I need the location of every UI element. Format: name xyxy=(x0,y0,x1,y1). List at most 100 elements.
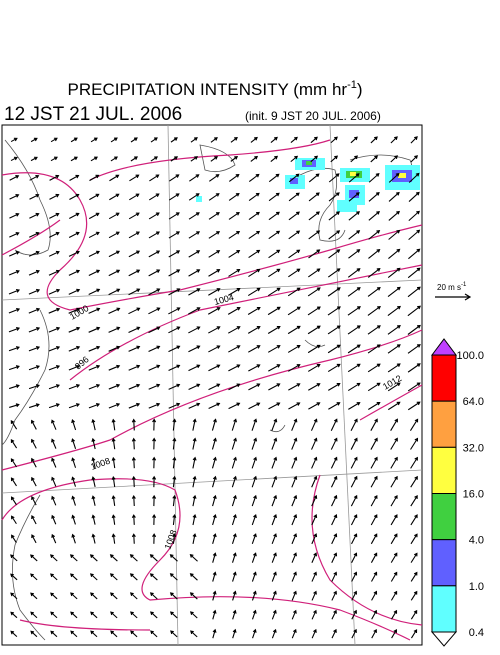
wind-arrow xyxy=(288,192,300,202)
wind-arrow xyxy=(410,136,418,144)
wind-arrow xyxy=(331,514,338,526)
wind-arrow xyxy=(287,325,301,335)
wind-arrow xyxy=(68,231,80,238)
wind-arrow xyxy=(307,287,321,297)
wind-arrow xyxy=(287,306,301,316)
title-text: PRECIPITATION INTENSITY (mm hr xyxy=(67,80,347,99)
wind-arrow xyxy=(11,515,17,525)
wind-arrow xyxy=(287,344,301,353)
wind-arrow xyxy=(210,156,219,162)
wind-arrow xyxy=(111,495,116,506)
wind-arrow xyxy=(172,494,177,507)
wind-arrow xyxy=(70,573,78,581)
wind-arrow xyxy=(148,193,160,201)
wind-arrow xyxy=(390,155,399,163)
wind-arrow xyxy=(311,437,318,450)
wind-arrow xyxy=(410,475,418,488)
wind-arrow xyxy=(128,269,141,277)
wind-arrow xyxy=(390,437,398,450)
wind-arrow xyxy=(10,419,18,430)
title: PRECIPITATION INTENSITY (mm hr-1) xyxy=(67,79,362,99)
wind-arrow xyxy=(308,383,321,391)
wind-arrow xyxy=(231,552,237,563)
wind-arrow xyxy=(50,611,58,619)
wind-arrow xyxy=(189,611,198,619)
wind-arrow xyxy=(248,230,261,240)
colorbar-label: 1.0 xyxy=(469,581,484,593)
wind-arrow xyxy=(109,573,118,581)
wind-arrow xyxy=(70,611,78,619)
wind-arrow xyxy=(128,231,140,239)
wind-arrow xyxy=(228,288,241,296)
wind-arrow xyxy=(347,344,361,354)
wind-arrow xyxy=(89,174,100,182)
wind-arrow xyxy=(88,383,101,390)
wind-arrow xyxy=(251,437,258,450)
wind-arrow xyxy=(108,250,121,258)
wind-arrow xyxy=(188,288,201,296)
wind-arrow xyxy=(109,174,120,182)
wind-arrow xyxy=(170,630,178,638)
wind-arrow xyxy=(271,590,277,601)
wind-arrow xyxy=(268,383,281,391)
wind-arrow xyxy=(291,494,298,507)
wind-arrow xyxy=(212,571,217,582)
wind-arrow xyxy=(31,534,37,544)
wind-arrow xyxy=(368,173,380,183)
wind-arrow xyxy=(152,475,157,488)
wind-arrow xyxy=(350,456,358,469)
wind-arrow xyxy=(208,174,220,182)
wind-arrow xyxy=(111,514,116,525)
wind-arrow xyxy=(29,193,40,200)
wind-arrow xyxy=(169,611,178,619)
wind-arrow xyxy=(28,269,40,276)
wind-arrow xyxy=(311,533,318,545)
wind-arrow xyxy=(270,155,279,162)
wind-arrow xyxy=(91,533,96,544)
wind-arrow xyxy=(308,249,321,259)
wind-arrow xyxy=(231,533,237,545)
wind-arrow xyxy=(28,365,40,371)
wind-arrow xyxy=(328,230,341,240)
wind-arrow xyxy=(188,193,200,201)
wind-arrow xyxy=(330,475,338,488)
wind-arrow xyxy=(10,592,18,600)
wind-arrow xyxy=(212,628,217,639)
wind-arrow xyxy=(29,174,40,181)
wind-arrow xyxy=(51,533,57,544)
wind-arrow xyxy=(307,325,321,335)
wind-arrow xyxy=(410,571,418,582)
wind-arrow xyxy=(88,403,101,409)
wind-arrow xyxy=(30,573,38,581)
wind-arrow xyxy=(172,533,177,544)
wind-arrow xyxy=(308,173,320,183)
wind-arrow xyxy=(190,630,198,638)
wind-arrow xyxy=(387,382,401,392)
wind-arrow xyxy=(192,475,197,488)
wind-arrow xyxy=(311,456,318,469)
wind-arrow xyxy=(68,269,81,276)
wind-arrow xyxy=(348,173,360,183)
wind-arrow xyxy=(387,363,401,373)
wind-arrow xyxy=(311,494,318,507)
wind-arrow xyxy=(348,230,361,240)
wind-arrow xyxy=(131,456,136,469)
wind-arrow xyxy=(231,494,237,507)
wind-arrow xyxy=(188,250,201,258)
wind-arrow xyxy=(131,437,136,450)
init-time: (init. 9 JST 20 JUL. 2006) xyxy=(245,109,381,123)
wind-arrow xyxy=(208,250,221,258)
wind-arrow xyxy=(8,384,20,390)
wind-arrow xyxy=(130,611,138,619)
wind-arrow xyxy=(30,438,37,449)
wind-arrow xyxy=(390,590,398,601)
wind-arrow xyxy=(71,514,76,525)
wind-arrow xyxy=(168,326,181,334)
wind-arrow xyxy=(30,419,37,430)
wind-arrow xyxy=(168,307,181,315)
wind-arrow xyxy=(192,437,197,450)
wind-arrow xyxy=(152,456,157,469)
wind-arrow xyxy=(367,344,381,354)
wind-arrow xyxy=(188,326,201,334)
wind-arrow xyxy=(88,364,101,371)
